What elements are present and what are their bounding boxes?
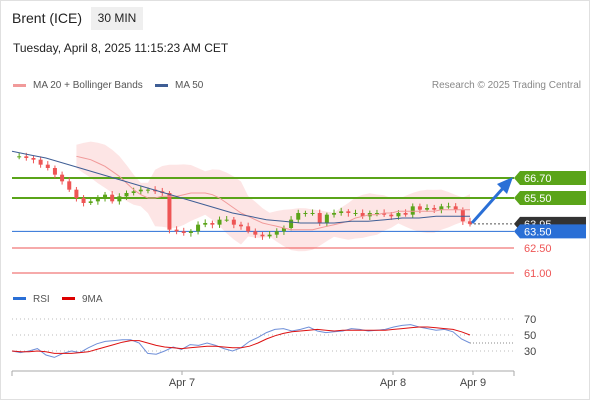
candle-body [45, 164, 50, 168]
candle-body [124, 193, 129, 197]
candle-body [274, 231, 279, 235]
candle-body [360, 213, 365, 217]
ma50-line [11, 150, 470, 224]
level-label-62-50: 62.50 [524, 243, 552, 255]
candle-body [281, 228, 286, 232]
candle-body [103, 194, 108, 198]
level-tag-65-50 [514, 191, 586, 205]
instrument-title: Brent (ICE) [12, 10, 83, 26]
candle-body [410, 206, 415, 215]
candle-body [374, 213, 379, 214]
candle-body [339, 211, 344, 213]
ma20-swatch [13, 84, 26, 87]
candle-body [453, 206, 458, 210]
candle-body [332, 213, 337, 215]
candle-body [224, 219, 229, 221]
candle-body [389, 214, 394, 217]
candle-body [67, 181, 72, 190]
candle-body [310, 213, 315, 214]
report-datetime: Tuesday, April 8, 2025 11:15:23 AM CET [13, 41, 229, 55]
candle-body [267, 234, 272, 237]
candle-body [167, 193, 172, 230]
candle-body [17, 156, 22, 158]
x-tick-label: Apr 7 [169, 377, 195, 389]
candle-body [346, 211, 351, 213]
rsi-swatch [13, 297, 26, 300]
candle-body [174, 229, 179, 232]
candle-body [95, 198, 100, 202]
candle-body [468, 221, 472, 224]
ma20-legend-label: MA 20 + Bollinger Bands [33, 80, 143, 91]
candle-body [60, 174, 65, 182]
rsi-tick-50: 50 [524, 330, 536, 342]
candle-body [446, 206, 451, 208]
candle-body [324, 214, 329, 223]
candle-body [88, 201, 93, 203]
candle-body [353, 213, 358, 214]
candle-body [31, 158, 36, 160]
candle-body [253, 231, 258, 235]
candle-body [396, 213, 401, 217]
x-tick-label: Apr 9 [460, 377, 486, 389]
candle-body [231, 219, 236, 225]
bollinger-band [76, 141, 471, 252]
credit-label: Research © 2025 Trading Central [431, 80, 581, 91]
level-tag-66-70 [514, 171, 586, 185]
ma9-legend-label: 9MA [82, 294, 103, 305]
candle-body [74, 189, 79, 198]
candle-body [24, 156, 29, 158]
candle-body [382, 213, 387, 215]
candle-body [417, 206, 422, 210]
candle-body [439, 206, 444, 210]
ma9-swatch [62, 297, 75, 300]
ma20-line [76, 155, 470, 231]
candle-body [289, 219, 294, 228]
timeframe-selector[interactable]: 30 MIN [91, 7, 143, 30]
candle-body [110, 194, 115, 202]
rsi-tick-30: 30 [524, 346, 536, 358]
level-label-66-70: 66.70 [524, 173, 552, 185]
candle-body [181, 231, 186, 233]
projection-arrow [470, 186, 506, 224]
candle-body [52, 168, 57, 175]
projection-arrow-head [497, 177, 513, 194]
candle-body [145, 189, 150, 191]
level-label-63-50: 63.50 [524, 226, 552, 238]
candle-body [188, 231, 193, 233]
rsi-tick-70: 70 [524, 314, 536, 326]
candle-body [131, 191, 136, 193]
rsi-legend-label: RSI [33, 294, 50, 305]
level-label-61-00: 61.00 [524, 268, 552, 280]
candle-body [138, 189, 143, 192]
candle-body [317, 213, 322, 223]
candle-body [303, 213, 308, 214]
candle-body [425, 208, 430, 210]
ma9-line [11, 326, 471, 354]
candle-body [432, 208, 437, 210]
candle-body [246, 226, 251, 232]
candle-body [296, 213, 301, 220]
candle-body [81, 198, 86, 203]
candle-body [117, 196, 122, 202]
candle-body [403, 213, 408, 215]
candle-body [217, 219, 222, 225]
candle-body [210, 223, 215, 225]
candle-body [203, 223, 208, 225]
candle-body [38, 159, 43, 165]
candle-body [196, 224, 201, 232]
candle-body [239, 224, 243, 227]
candle-body [260, 234, 265, 237]
ma50-legend-label: MA 50 [175, 80, 204, 91]
level-label-65-50: 65.50 [524, 193, 552, 205]
candle-body [460, 209, 465, 222]
x-tick-label: Apr 8 [380, 377, 406, 389]
level-tag-63-50 [514, 224, 586, 239]
ma50-swatch [155, 84, 168, 87]
